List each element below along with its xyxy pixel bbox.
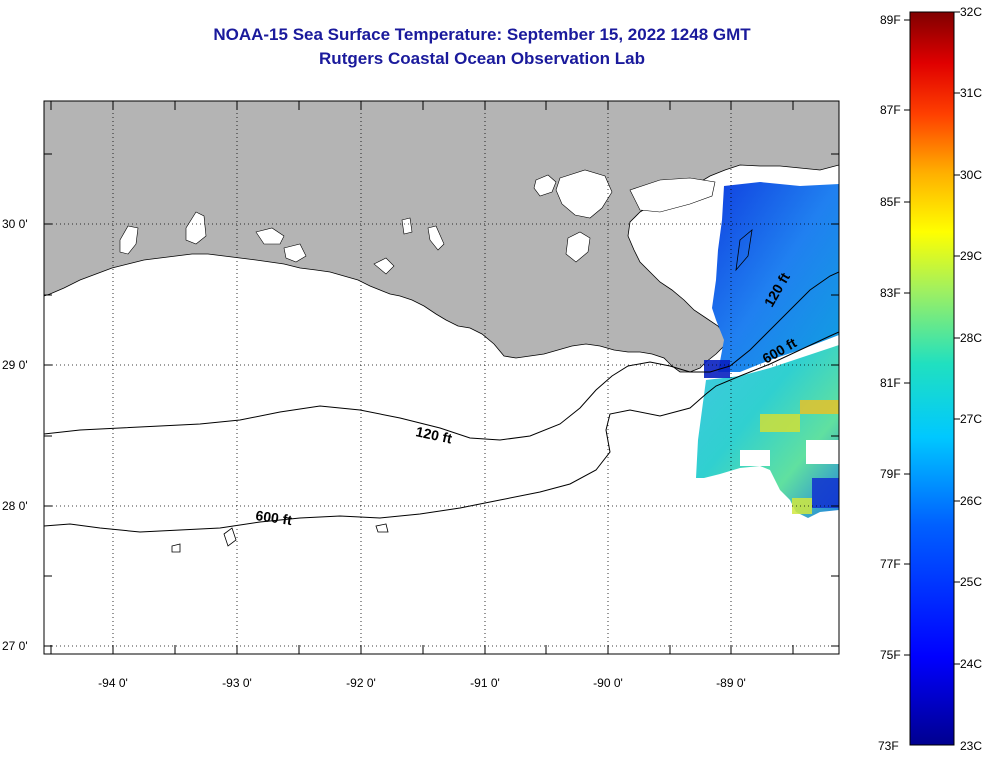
contour-small [735, 229, 753, 272]
sst-warm-patch [792, 498, 812, 514]
contour-label: 600 ft [255, 507, 294, 528]
colorbar-label-f: 77F [880, 557, 901, 571]
sst-cloud-gap [740, 450, 770, 466]
colorbar-label-c: 30C [960, 168, 982, 182]
colorbar-label-c: 23C [960, 739, 982, 753]
contour-label: 120 ft [414, 423, 453, 446]
lake [119, 225, 139, 255]
lake [255, 227, 285, 245]
colorbar-label-c: 26C [960, 494, 982, 508]
lake [373, 257, 395, 275]
gridlines [44, 101, 839, 655]
colorbar-label-c: 31C [960, 86, 982, 100]
colorbar-label-f: 85F [880, 195, 901, 209]
lon-label: -89 0' [716, 676, 746, 690]
colorbar-label-f: 83F [880, 286, 901, 300]
lon-label: -94 0' [98, 676, 128, 690]
lake [555, 169, 613, 219]
sst-warm-patch [760, 414, 800, 432]
lake [401, 217, 413, 235]
lake [185, 211, 207, 245]
lon-label: -92 0' [346, 676, 376, 690]
colorbar [909, 11, 955, 746]
lat-label: 30 0' [2, 217, 28, 231]
colorbar-label-f: 73F [878, 739, 899, 753]
sst-data-north [712, 182, 839, 372]
contour-600ft [44, 331, 839, 533]
sst-cloud-gap [806, 440, 839, 464]
colorbar-label-f: 81F [880, 376, 901, 390]
sst-cool-patch [704, 360, 730, 378]
lake [629, 177, 716, 213]
colorbar-label-c: 29C [960, 249, 982, 263]
colorbar-label-c: 32C [960, 5, 982, 19]
contour-120ft [44, 271, 839, 441]
lake [533, 174, 557, 197]
lat-label: 28 0' [2, 499, 28, 513]
colorbar-label-f: 75F [880, 648, 901, 662]
sst-warm-patch [800, 400, 839, 414]
lon-label: -91 0' [470, 676, 500, 690]
colorbar-label-c: 28C [960, 331, 982, 345]
lon-label: -93 0' [222, 676, 252, 690]
colorbar-label-f: 79F [880, 467, 901, 481]
colorbar-label-f: 89F [880, 13, 901, 27]
tick-marks [44, 101, 839, 654]
lake [283, 243, 307, 263]
lon-label: -90 0' [593, 676, 623, 690]
colorbar-label-c: 24C [960, 657, 982, 671]
lat-label: 27 0' [2, 639, 28, 653]
lake [565, 231, 591, 263]
colorbar-label-f: 87F [880, 103, 901, 117]
lake [427, 225, 445, 251]
lat-label: 29 0' [2, 358, 28, 372]
colorbar-ticks [904, 11, 960, 665]
colorbar-label-c: 25C [960, 575, 982, 589]
map-frame [43, 100, 840, 655]
colorbar-label-c: 27C [960, 412, 982, 426]
sst-cool-patch [812, 478, 839, 508]
map-subtitle: Rutgers Coastal Ocean Observation Lab [319, 49, 645, 68]
map-title: NOAA-15 Sea Surface Temperature: Septemb… [213, 25, 751, 44]
contour-small [171, 523, 389, 553]
